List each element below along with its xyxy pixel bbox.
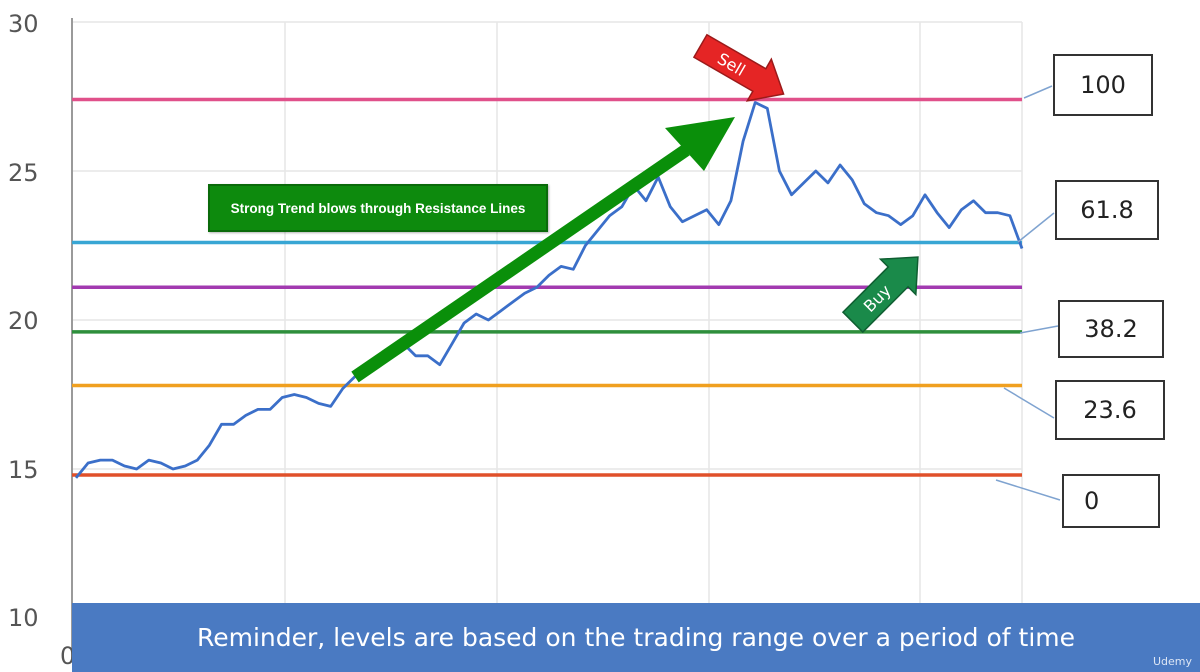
level-connectors — [995, 85, 1061, 501]
sell-arrow: Sell — [692, 33, 785, 102]
y-tick-15: 15 — [8, 456, 39, 484]
trend-callout: Strong Trend blows through Resistance Li… — [208, 184, 548, 232]
level-box-100: 100 — [1053, 54, 1153, 116]
level-box-0: 0 — [1062, 474, 1160, 528]
y-tick-30: 30 — [8, 10, 39, 38]
level-box-23-6: 23.6 — [1055, 380, 1165, 440]
reminder-banner: Reminder, levels are based on the tradin… — [72, 603, 1200, 672]
trend-arrow — [351, 117, 735, 383]
reminder-text: Reminder, levels are based on the tradin… — [196, 623, 1076, 652]
price-series-line — [74, 101, 1024, 479]
chart-grid — [71, 18, 1023, 658]
y-tick-25: 25 — [8, 159, 39, 187]
y-tick-20: 20 — [8, 307, 39, 335]
y-tick-10: 10 — [8, 604, 39, 632]
level-box-61-8: 61.8 — [1055, 180, 1159, 240]
brand-watermark: Udemy — [1152, 655, 1192, 668]
level-box-38-2: 38.2 — [1058, 300, 1164, 358]
x-tick-0: 0 — [60, 642, 76, 670]
